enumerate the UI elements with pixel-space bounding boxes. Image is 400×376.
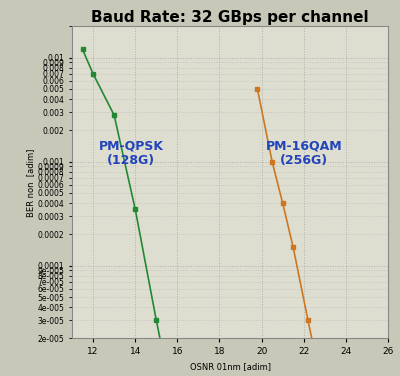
X-axis label: OSNR 01nm [adim]: OSNR 01nm [adim] — [190, 362, 270, 371]
Text: PM-QPSK
(128G): PM-QPSK (128G) — [98, 139, 164, 167]
Text: PM-16QAM
(256G): PM-16QAM (256G) — [266, 139, 342, 167]
Y-axis label: BER non  [adim]: BER non [adim] — [26, 148, 35, 217]
Title: Baud Rate: 32 GBps per channel: Baud Rate: 32 GBps per channel — [91, 10, 369, 25]
